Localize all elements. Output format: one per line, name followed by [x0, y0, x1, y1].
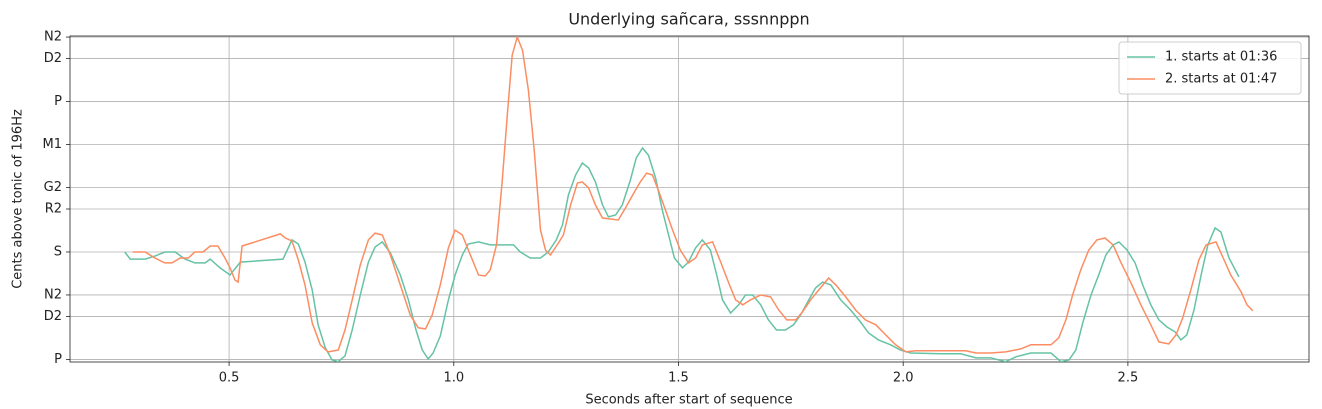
y-tick-label: R2: [45, 201, 62, 216]
legend-label: 2. starts at 01:47: [1165, 72, 1277, 87]
y-tick-label: D2: [44, 309, 62, 324]
plot-frame: [69, 35, 1310, 363]
y-tick-label: D2: [44, 51, 62, 66]
y-tick-label: P: [54, 352, 62, 367]
x-tick-label: 2.5: [1118, 371, 1139, 386]
x-axis-label: Seconds after start of sequence: [585, 393, 792, 408]
x-tick-label: 1.5: [668, 371, 689, 386]
legend-box: [1118, 41, 1302, 95]
x-tick-label: 0.5: [219, 371, 240, 386]
y-tick-label: P: [54, 94, 62, 109]
series-line: [132, 36, 1254, 354]
chart-title: Underlying sañcara, sssnnppn: [568, 10, 809, 29]
x-tick-label: 2.0: [893, 371, 914, 386]
y-tick-label: N2: [44, 287, 62, 302]
x-tick-label: 1.0: [443, 371, 464, 386]
legend-label: 1. starts at 01:36: [1165, 50, 1277, 65]
y-axis-label: Cents above tonic of 196Hz: [11, 109, 26, 289]
series-line: [124, 146, 1240, 362]
y-tick-label: G2: [44, 180, 62, 195]
y-tick-label: M1: [43, 137, 63, 152]
y-tick-label: S: [54, 244, 62, 259]
y-tick-label: N2: [44, 30, 62, 45]
